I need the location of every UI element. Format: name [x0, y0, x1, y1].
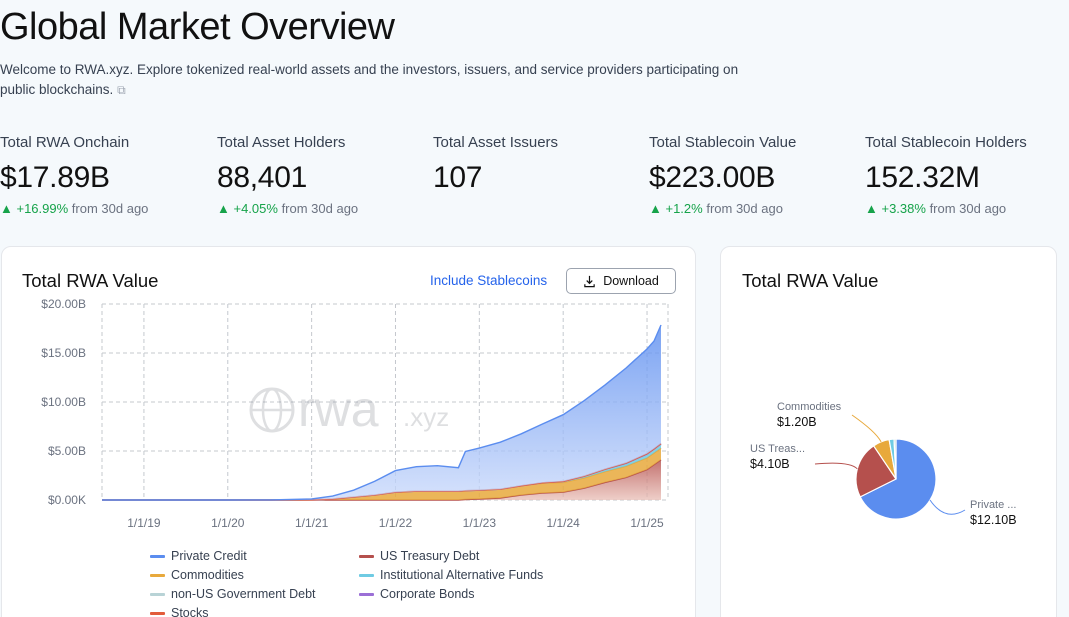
- legend-swatch: [359, 573, 374, 577]
- legend-label: Institutional Alternative Funds: [380, 568, 544, 582]
- legend-label: US Treasury Debt: [380, 549, 480, 563]
- pie-slice-label: Commodities: [777, 401, 842, 413]
- legend-swatch: [150, 554, 165, 558]
- y-tick-label: $15.00B: [41, 346, 86, 360]
- x-tick-label: 1/1/19: [127, 516, 161, 530]
- stat-total-asset-holders: Total Asset Holders 88,401 ▲ +4.05% from…: [217, 134, 427, 216]
- x-tick-label: 1/1/24: [546, 516, 580, 530]
- legend-label: Commodities: [171, 568, 244, 582]
- stat-label: Total Asset Holders: [217, 134, 346, 151]
- area-private-credit: [102, 325, 661, 500]
- legend-label: Private Credit: [171, 549, 247, 563]
- legend-item-non-us-government-debt[interactable]: non-US Government Debt: [150, 587, 316, 601]
- pie-slice-value: $1.20B: [777, 415, 817, 429]
- subtitle-line-2: public blockchains.: [0, 82, 114, 97]
- stat-value: 88,401: [217, 161, 307, 194]
- legend-item-commodities[interactable]: Commodities: [150, 568, 244, 582]
- watermark-suffix: .xyz: [403, 402, 449, 432]
- x-tick-label: 1/1/20: [211, 516, 245, 530]
- stat-value: 107: [433, 161, 483, 194]
- pie-leader-line: [929, 499, 966, 515]
- stat-total-asset-issuers: Total Asset Issuers 107: [433, 134, 643, 201]
- page-title: Global Market Overview: [0, 6, 395, 48]
- pie-slice-value: $12.10B: [970, 513, 1017, 527]
- stat-label: Total Asset Issuers: [433, 134, 559, 151]
- pie-slice-value: $4.10B: [750, 457, 790, 471]
- stat-label: Total Stablecoin Value: [649, 134, 797, 151]
- area-commodities: [102, 448, 661, 500]
- y-tick-label: $0.00K: [48, 493, 86, 507]
- stat-change-value: ▲ +16.99%: [0, 201, 69, 216]
- legend-label: Corporate Bonds: [380, 587, 475, 601]
- stat-change-suffix: from 30d ago: [71, 201, 149, 216]
- rwa-watermark: rwa .xyz: [249, 381, 449, 437]
- download-label: Download: [603, 274, 659, 288]
- pie-slice-label: US Treas...: [750, 443, 805, 455]
- stat-label: Total Stablecoin Holders: [865, 134, 1027, 151]
- legend-swatch: [359, 554, 374, 558]
- pie-leader-line: [851, 414, 882, 443]
- legend-label: Stocks: [171, 606, 209, 617]
- subtitle-line-1: Welcome to RWA.xyz. Explore tokenized re…: [0, 62, 739, 77]
- stat-change-value: ▲ +4.05%: [217, 201, 278, 216]
- pie-slice[interactable]: [855, 445, 897, 498]
- y-tick-label: $5.00B: [48, 444, 86, 458]
- legend-item-stocks[interactable]: Stocks: [150, 606, 209, 617]
- pie-card-title: Total RWA Value: [742, 270, 879, 291]
- stat-change-suffix: from 30d ago: [929, 201, 1007, 216]
- x-tick-label: 1/1/25: [630, 516, 664, 530]
- stat-total-stablecoin-holders: Total Stablecoin Holders 152.32M ▲ +3.38…: [865, 134, 1069, 216]
- download-button[interactable]: Download: [566, 268, 676, 294]
- pie-slice-label: Private ...: [970, 499, 1016, 511]
- page-subtitle: Welcome to RWA.xyz. Explore tokenized re…: [0, 60, 780, 100]
- y-tick-label: $20.00B: [41, 297, 86, 311]
- pie-slice[interactable]: [859, 438, 937, 520]
- stat-change-value: ▲ +3.38%: [865, 201, 926, 216]
- stat-value: $223.00B: [649, 161, 776, 194]
- watermark-text: rwa: [298, 381, 379, 437]
- legend-item-corporate-bonds[interactable]: Corporate Bonds: [359, 587, 475, 601]
- stat-change: ▲ +3.38% from 30d ago: [865, 201, 1069, 216]
- legend-item-private-credit[interactable]: Private Credit: [150, 549, 247, 563]
- stat-change-value: ▲ +1.2%: [649, 201, 703, 216]
- chart-card-title: Total RWA Value: [22, 270, 159, 291]
- area-chart: $0.00K $5.00B $10.00B $15.00B $20.00B 1/1/19 1…: [41, 297, 669, 530]
- area-us-treasury-debt: [102, 459, 661, 500]
- stat-value: 152.32M: [865, 161, 980, 194]
- pie-chart: Private ... $12.10B US Treas... $4.10B Commo…: [750, 401, 1017, 527]
- legend-swatch: [150, 611, 165, 615]
- pie-leader-line: [814, 462, 858, 470]
- stat-change: ▲ +1.2% from 30d ago: [649, 201, 859, 216]
- stat-change: ▲ +4.05% from 30d ago: [217, 201, 427, 216]
- download-icon: [584, 275, 595, 287]
- line-private-credit: [102, 324, 662, 501]
- stat-total-rwa-onchain: Total RWA Onchain $17.89B ▲ +16.99% from…: [0, 134, 210, 216]
- legend-swatch: [150, 573, 165, 577]
- x-tick-label: 1/1/21: [295, 516, 329, 530]
- rwa-value-pie-card: [720, 246, 1057, 617]
- x-tick-label: 1/1/22: [379, 516, 413, 530]
- stat-value: $17.89B: [0, 161, 110, 194]
- stat-total-stablecoin-value: Total Stablecoin Value $223.00B ▲ +1.2% …: [649, 134, 859, 216]
- legend-swatch: [359, 592, 374, 596]
- legend-item-institutional-alternative-funds[interactable]: Institutional Alternative Funds: [359, 568, 543, 582]
- x-tick-label: 1/1/23: [463, 516, 497, 530]
- y-tick-label: $10.00B: [41, 395, 86, 409]
- legend-swatch: [150, 592, 165, 596]
- legend-item-us-treasury-debt[interactable]: US Treasury Debt: [359, 549, 479, 563]
- include-stablecoins-link[interactable]: Include Stablecoins: [430, 273, 548, 288]
- stat-change-suffix: from 30d ago: [706, 201, 783, 216]
- link-icon[interactable]: ⧉: [117, 83, 126, 97]
- stats-row: Total RWA Onchain $17.89B ▲ +16.99% from…: [0, 134, 1069, 224]
- stat-label: Total RWA Onchain: [0, 134, 130, 151]
- stat-change-suffix: from 30d ago: [281, 201, 359, 216]
- pie-slice[interactable]: [893, 438, 897, 480]
- legend-label: non-US Government Debt: [171, 587, 316, 601]
- stat-change: ▲ +16.99% from 30d ago: [0, 201, 210, 216]
